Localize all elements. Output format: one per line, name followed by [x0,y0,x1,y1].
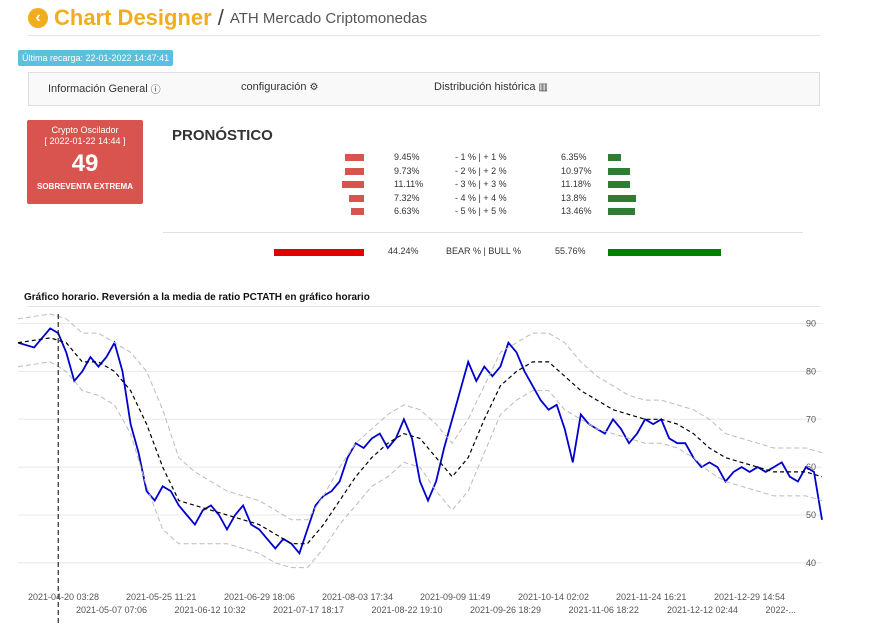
forecast-divider [163,232,803,233]
x-tick-label: 2021-11-24 16:21 [616,592,686,602]
mean-line [17,337,823,545]
y-tick-label: 90 [806,319,816,329]
forecast-row: 7.32% - 4 % | + 4 % 13.8% [0,193,880,206]
x-tick-label: 2021-05-25 11:21 [126,592,196,602]
bear-pct: 11.11% [394,179,424,189]
total-bull-bar [608,249,721,256]
price-chart[interactable]: 40 50 60 70 80 90 2021-04-20 03:28 2021-05-25 1… [0,306,880,626]
y-tick-label: 60 [806,462,816,472]
bear-bar [345,154,364,161]
tab-historical-distribution[interactable]: Distribución histórica ▥ [434,81,548,93]
bear-pct: 7.32% [394,192,420,203]
range-label: - 2 % | + 2 % [455,165,507,176]
tab-configuration-label: configuración [241,81,307,93]
header-divider [28,35,820,36]
chart-title-divider [28,306,820,307]
tab-general-info-label: Información General [48,82,148,95]
x-tick-label: 2021-04-20 03:28 [28,592,99,602]
x-tick-label: 2021-12-29 14:54 [714,592,785,602]
x-tick-label: 2021-05-07 07:06 [76,605,147,615]
bull-bar [608,154,621,161]
y-tick-label: 80 [806,366,816,376]
tab-historical-distribution-label: Distribución histórica [434,81,536,93]
forecast-title: PRONÓSTICO [172,127,273,144]
bull-pct: 6.35% [561,152,587,162]
bull-bar [608,167,630,175]
x-tick-label: 2022-... [766,605,797,615]
x-tick-label: 2021-06-12 10:32 [175,605,246,615]
bull-pct: 11.18% [561,179,591,189]
tab-bar: Información General ⓘ configuración ⚙ Di… [28,72,820,106]
chevron-left-circle-icon[interactable]: ‹ [28,8,48,28]
oscillator-datetime: [ 2022-01-22 14:44 ] [44,136,126,146]
oscillator-status: SOBREVENTA EXTREMA [36,182,133,191]
bull-bar [608,181,631,188]
x-tick-label: 2021-06-29 18:06 [224,592,295,602]
tab-configuration[interactable]: configuración ⚙ [241,81,318,93]
bull-bar [608,208,635,215]
tab-general-info[interactable]: Información General ⓘ [48,81,161,97]
forecast-row: 6.63% - 5 % | + 5 % 13.46% [0,206,880,219]
x-tick-label: 2021-09-09 11:49 [420,592,490,602]
bear-pct: 6.63% [394,206,420,216]
range-label: - 4 % | + 4 % [455,192,507,203]
price-line [17,327,823,556]
x-tick-label: 2021-08-03 17:34 [322,592,393,602]
oscillator-value: 49 [71,150,99,177]
gears-icon: ⚙ [309,81,319,93]
x-tick-label: 2021-11-06 18:22 [569,605,639,615]
y-tick-label: 50 [806,510,816,520]
bull-pct: 10.97% [561,165,592,176]
bear-bar [350,208,364,215]
header: ‹ Chart Designer / ATH Mercado Criptomon… [28,2,427,34]
total-bear-pct: 44.24% [388,246,419,256]
bull-pct: 13.8% [561,192,587,203]
x-tick-label: 2021-12-12 02:44 [667,605,738,615]
lower_band-line [17,361,823,569]
range-label: - 3 % | + 3 % [455,179,507,189]
total-bull-pct: 55.76% [555,246,586,256]
total-label: BEAR % | BULL % [446,246,522,256]
forecast-total-row: 44.24% BEAR % | BULL % 55.76% [0,246,880,259]
forecast-row: 9.45% - 1 % | + 1 % 6.35% [0,152,880,165]
info-circle-icon: ⓘ [150,85,161,96]
bull-pct: 13.46% [561,206,592,216]
forecast-row: 9.73% - 2 % | + 2 % 10.97% [0,166,880,179]
bear-bar [349,194,364,202]
range-label: - 1 % | + 1 % [455,152,507,162]
bear-pct: 9.45% [394,152,420,162]
chart-title: Gráfico horario. Reversión a la media de… [24,292,370,303]
last-reload-badge: Última recarga: 22-01-2022 14:47:41 [18,50,174,66]
bar-chart-icon: ▥ [538,81,548,93]
x-tick-label: 2021-08-22 19:10 [372,605,443,615]
upper_band-line [17,313,823,521]
x-tick-label: 2021-07-17 18:17 [273,605,344,615]
bear-bar [341,181,364,188]
x-tick-label: 2021-10-14 02:02 [518,592,589,602]
page-subtitle: ATH Mercado Criptomonedas [229,9,428,27]
x-tick-label: 2021-09-26 18:29 [470,605,541,615]
app-title: Chart Designer [54,5,212,30]
bull-bar [608,194,636,202]
forecast-row: 11.11% - 3 % | + 3 % 11.18% [0,179,880,192]
bear-bar [344,167,364,175]
y-tick-label: 40 [806,558,816,568]
range-label: - 5 % | + 5 % [455,206,507,216]
oscillator-title: Crypto Oscilador [51,125,119,135]
title-separator: / [217,5,224,30]
crypto-oscillator-card: Crypto Oscilador [ 2022-01-22 14:44 ] 49… [27,120,143,204]
total-bear-bar [274,249,364,256]
bear-pct: 9.73% [394,165,420,176]
y-tick-label: 70 [806,414,816,424]
